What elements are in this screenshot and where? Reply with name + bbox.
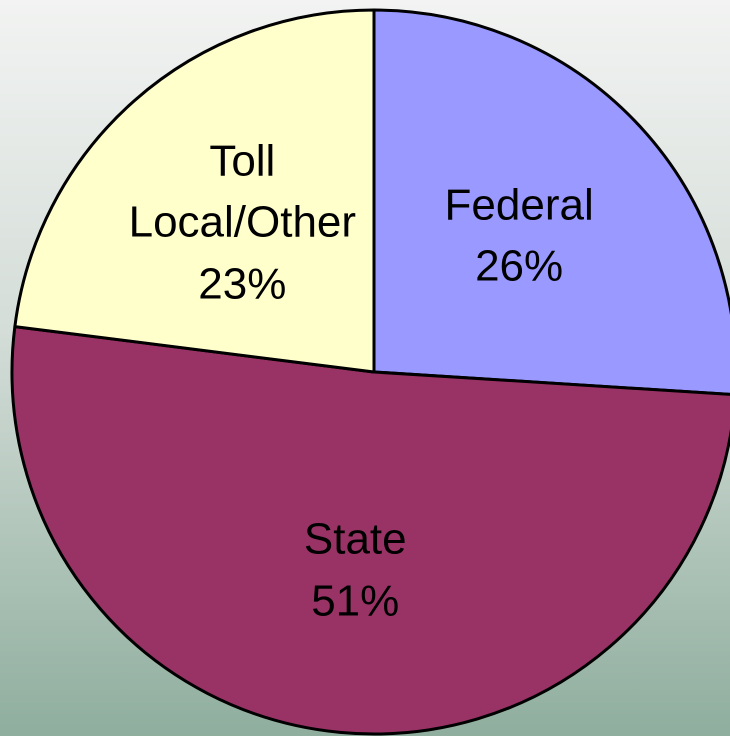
pie-slice: [10, 325, 730, 736]
slice-label: State 51%: [304, 509, 407, 632]
pie-slice: [13, 8, 376, 374]
value-label: 51%: [311, 576, 400, 626]
value-label: 26%: [475, 241, 564, 291]
slice-label: Toll Local/Other 23%: [129, 130, 356, 315]
slice-label: Federal 26%: [445, 174, 594, 297]
category-label: State: [303, 514, 407, 564]
category-label: Federal: [444, 180, 594, 230]
category-label: Toll Local/Other: [128, 136, 357, 247]
pie-slice: [372, 8, 730, 396]
value-label: 23%: [198, 259, 287, 309]
